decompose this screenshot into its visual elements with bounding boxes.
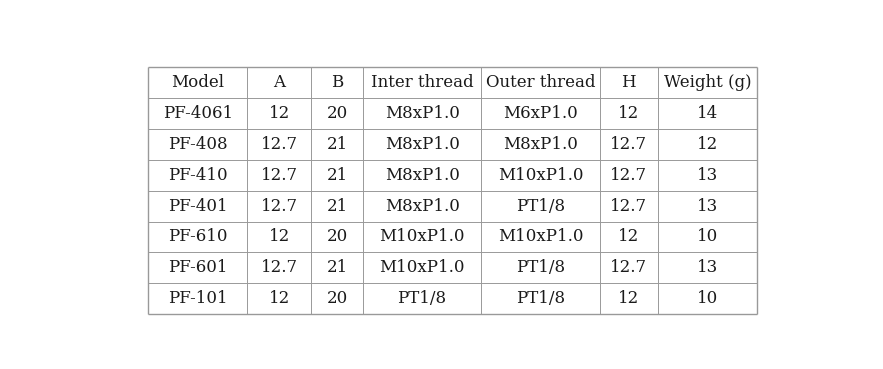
- Text: 21: 21: [327, 167, 348, 184]
- Text: PF-410: PF-410: [168, 167, 228, 184]
- Text: Weight (g): Weight (g): [663, 74, 751, 91]
- Text: 20: 20: [327, 290, 348, 307]
- Text: 12: 12: [268, 105, 290, 122]
- Text: M8xP1.0: M8xP1.0: [385, 167, 459, 184]
- Text: M6xP1.0: M6xP1.0: [503, 105, 578, 122]
- Text: Outer thread: Outer thread: [486, 74, 595, 91]
- Text: 20: 20: [327, 228, 348, 245]
- Text: 13: 13: [697, 167, 718, 184]
- Text: 12: 12: [268, 290, 290, 307]
- Text: M8xP1.0: M8xP1.0: [385, 197, 459, 214]
- Text: PF-101: PF-101: [168, 290, 228, 307]
- Text: PT1/8: PT1/8: [517, 290, 565, 307]
- Text: B: B: [331, 74, 343, 91]
- Text: 21: 21: [327, 197, 348, 214]
- Text: 12.7: 12.7: [610, 167, 647, 184]
- Text: PT1/8: PT1/8: [517, 197, 565, 214]
- Text: PF-4061: PF-4061: [162, 105, 233, 122]
- Text: 12.7: 12.7: [610, 259, 647, 276]
- Text: 12.7: 12.7: [610, 197, 647, 214]
- Text: M8xP1.0: M8xP1.0: [503, 136, 578, 153]
- Text: 12: 12: [618, 228, 639, 245]
- Text: PF-601: PF-601: [168, 259, 228, 276]
- Text: 12.7: 12.7: [260, 197, 298, 214]
- Text: 12: 12: [618, 290, 639, 307]
- Text: PT1/8: PT1/8: [397, 290, 447, 307]
- Text: 10: 10: [697, 290, 718, 307]
- Text: 21: 21: [327, 136, 348, 153]
- Text: 12: 12: [618, 105, 639, 122]
- Text: M10xP1.0: M10xP1.0: [380, 259, 464, 276]
- Text: PF-610: PF-610: [168, 228, 228, 245]
- Text: M8xP1.0: M8xP1.0: [385, 136, 459, 153]
- Text: M10xP1.0: M10xP1.0: [380, 228, 464, 245]
- Text: PF-401: PF-401: [168, 197, 228, 214]
- Text: PT1/8: PT1/8: [517, 259, 565, 276]
- Text: Model: Model: [171, 74, 224, 91]
- Text: 12.7: 12.7: [260, 259, 298, 276]
- Text: H: H: [622, 74, 636, 91]
- Text: 12.7: 12.7: [260, 136, 298, 153]
- Text: 13: 13: [697, 259, 718, 276]
- Text: Inter thread: Inter thread: [371, 74, 473, 91]
- Text: 13: 13: [697, 197, 718, 214]
- Text: 20: 20: [327, 105, 348, 122]
- Text: 21: 21: [327, 259, 348, 276]
- Text: 14: 14: [697, 105, 718, 122]
- Text: 12: 12: [697, 136, 718, 153]
- Text: 12.7: 12.7: [610, 136, 647, 153]
- Text: 12.7: 12.7: [260, 167, 298, 184]
- Text: PF-408: PF-408: [168, 136, 228, 153]
- Text: A: A: [274, 74, 285, 91]
- Text: M8xP1.0: M8xP1.0: [385, 105, 459, 122]
- Text: 10: 10: [697, 228, 718, 245]
- Text: 12: 12: [268, 228, 290, 245]
- Text: M10xP1.0: M10xP1.0: [498, 228, 584, 245]
- Text: M10xP1.0: M10xP1.0: [498, 167, 584, 184]
